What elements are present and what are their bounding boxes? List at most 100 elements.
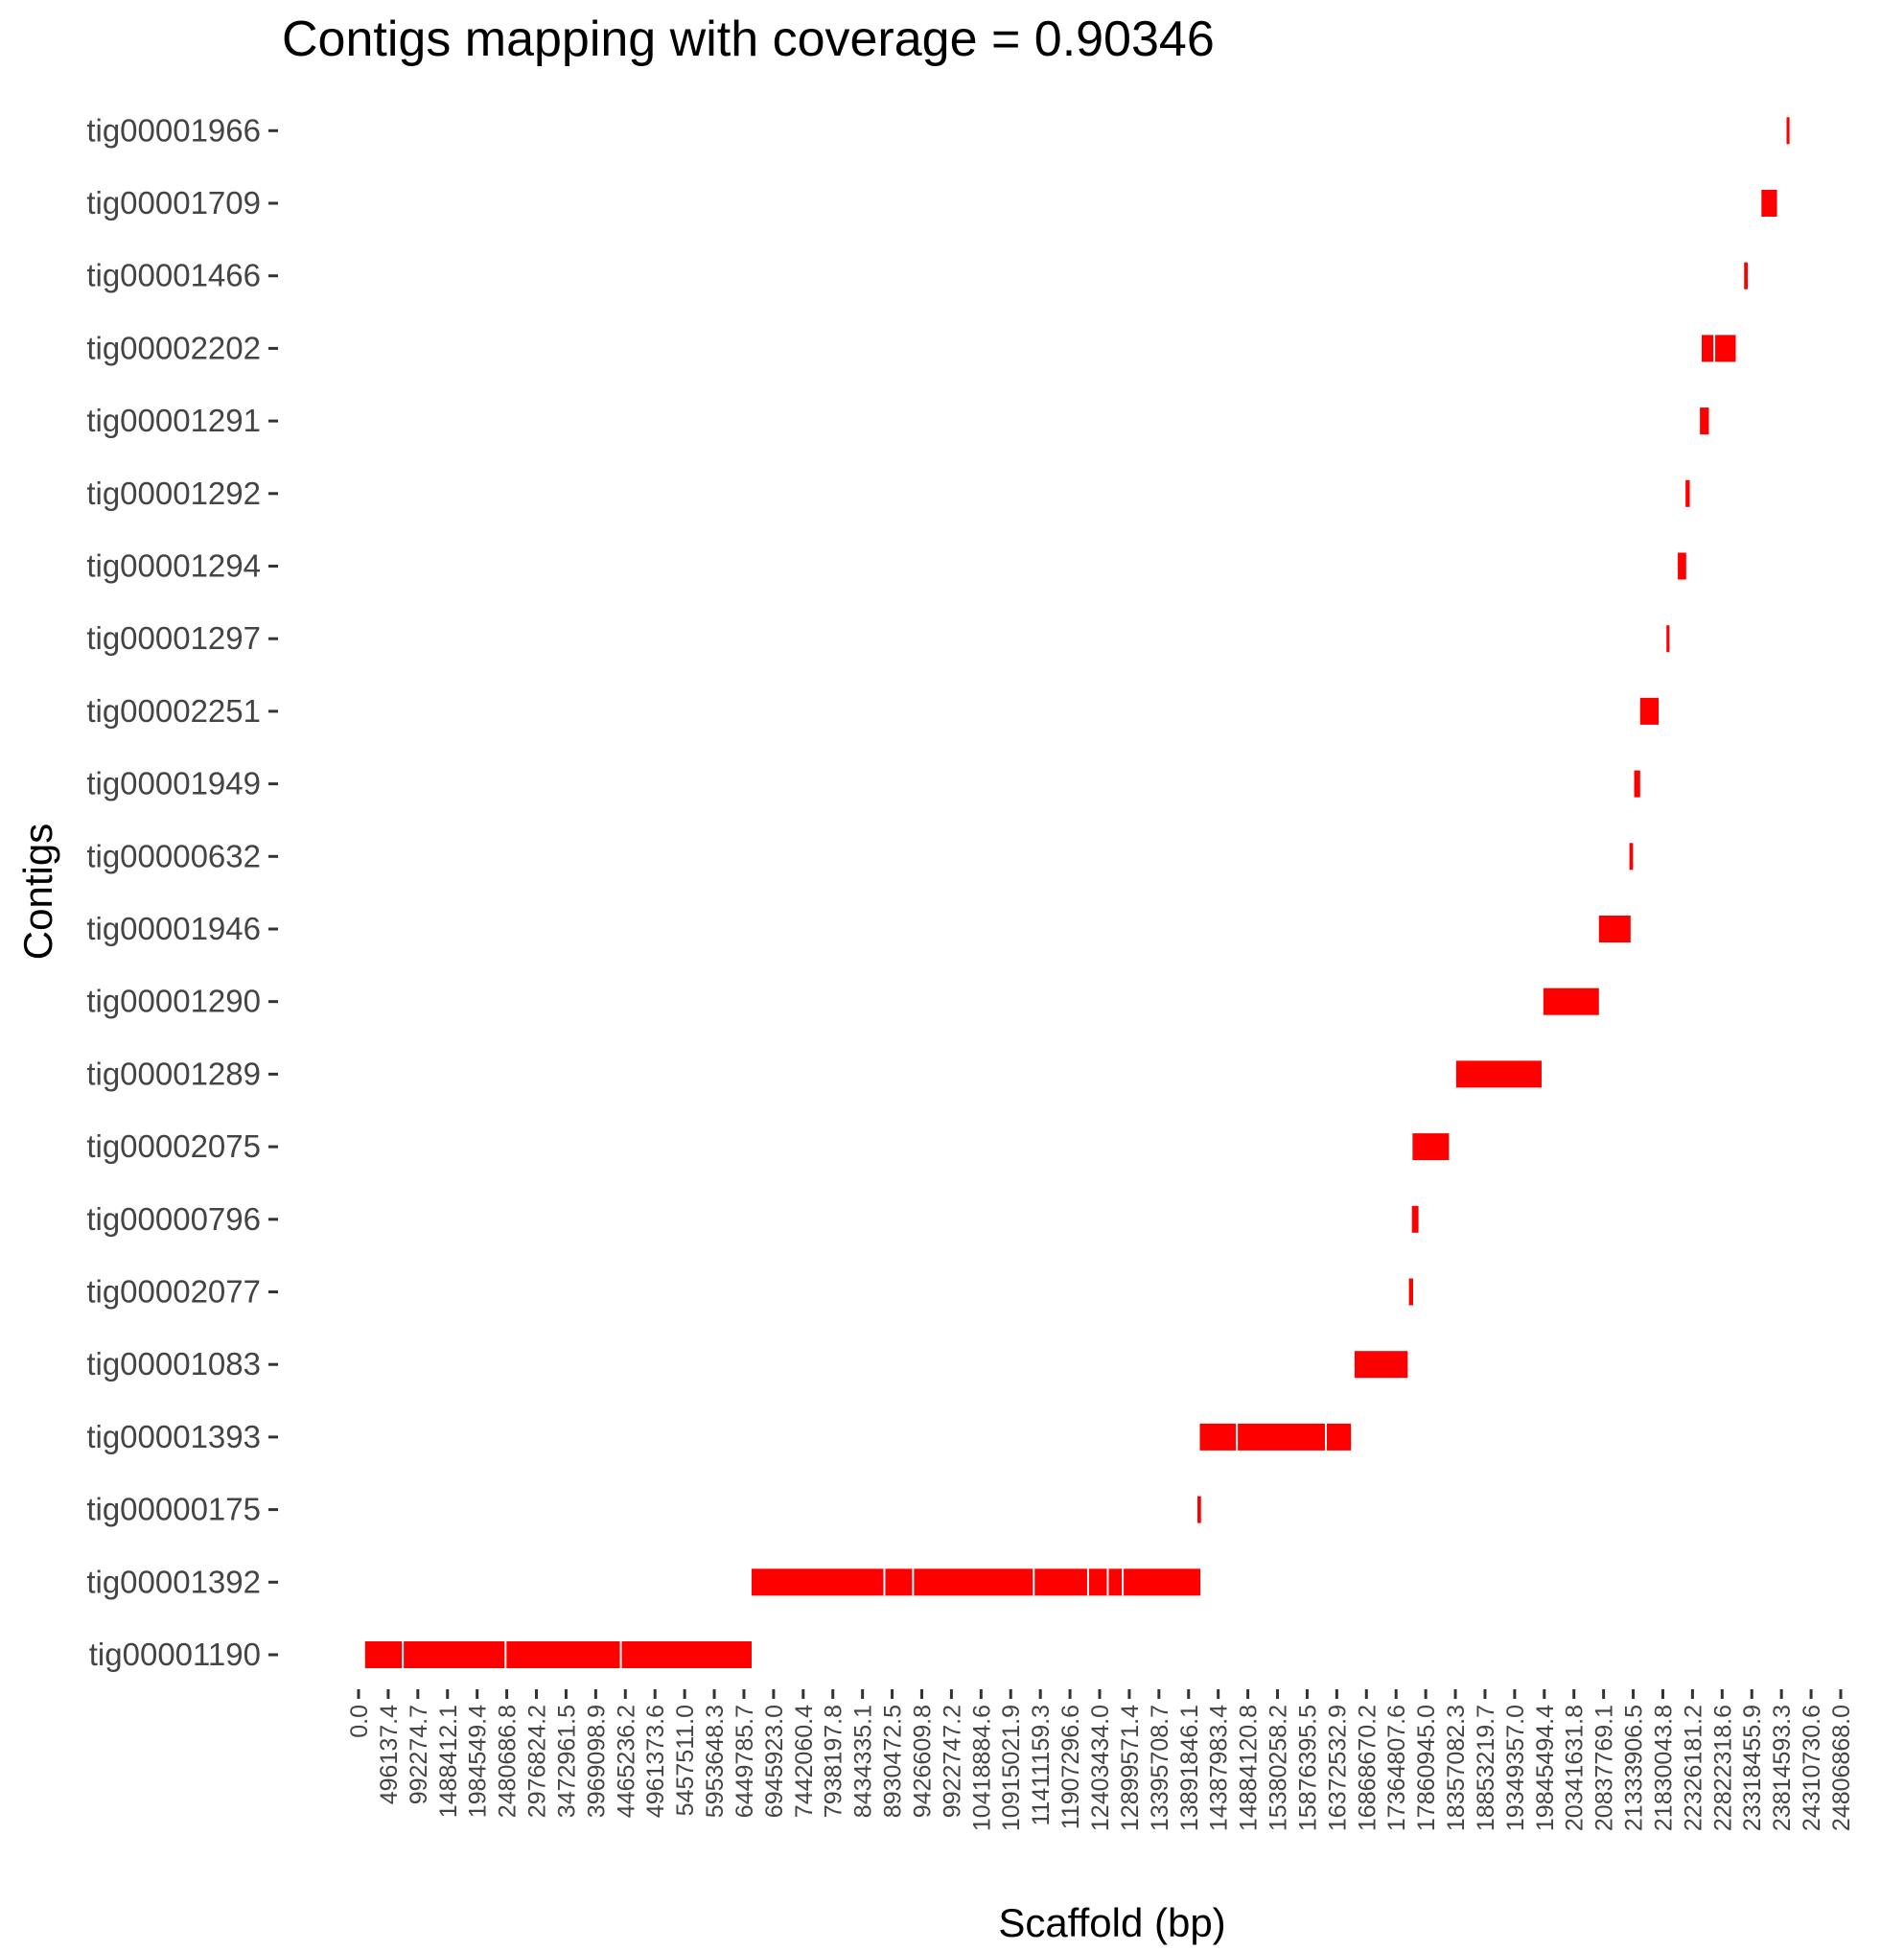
contig-bar: [1700, 407, 1709, 435]
x-tick-label: 15876395.5: [1294, 1705, 1321, 1831]
y-tick-label: tig00001292: [86, 476, 261, 511]
x-tick-label: 13395708.7: [1147, 1705, 1173, 1831]
contig-bar: [1408, 1278, 1413, 1306]
contig-bar: [1411, 1205, 1419, 1233]
y-axis-ticks: tig00001190 tig00001392 tig00000175 tig0000…: [86, 112, 278, 1672]
bars-layer: [364, 117, 1790, 1668]
y-tick-label: tig00001966: [86, 112, 261, 148]
x-tick-label: 9426609.8: [909, 1705, 936, 1818]
y-tick-label: tig00001291: [86, 403, 261, 438]
x-tick-label: 5953648.3: [702, 1705, 729, 1818]
contig-bar: [1634, 770, 1640, 798]
x-tick-label: 23318455.9: [1739, 1705, 1766, 1831]
x-tick-label: 17860945.0: [1413, 1705, 1440, 1831]
x-tick-label: 15380258.2: [1265, 1705, 1292, 1831]
y-tick-label: tig00000796: [86, 1201, 261, 1237]
x-tick-label: 2976824.2: [524, 1705, 551, 1818]
y-tick-label: tig00000175: [86, 1492, 261, 1527]
y-tick-label: tig00002202: [86, 330, 261, 365]
contig-bar: [1455, 1060, 1542, 1088]
y-tick-label: tig00001709: [86, 185, 261, 221]
y-tick-label: tig00002075: [86, 1128, 261, 1164]
x-tick-label: 17364807.6: [1383, 1705, 1410, 1831]
y-tick-label: tig00001290: [86, 984, 261, 1019]
contig-bar: [752, 1568, 1201, 1596]
x-tick-label: 8434335.1: [850, 1705, 877, 1818]
y-tick-label: tig00001946: [86, 911, 261, 946]
x-tick-label: 16372532.9: [1324, 1705, 1351, 1831]
x-tick-label: 11907296.6: [1057, 1705, 1084, 1829]
x-axis-title: Scaffold (bp): [998, 1900, 1225, 1945]
x-tick-label: 1984549.4: [465, 1705, 492, 1818]
x-tick-label: 18357082.3: [1443, 1705, 1470, 1831]
x-tick-label: 7938197.8: [821, 1705, 848, 1818]
x-tick-label: 6945923.0: [761, 1705, 788, 1818]
y-tick-label: tig00001289: [86, 1056, 261, 1091]
contig-bar: [1354, 1351, 1408, 1379]
contig-bar: [1786, 117, 1790, 145]
y-tick-label: tig00001083: [86, 1346, 261, 1382]
x-tick-label: 8930472.5: [880, 1705, 907, 1818]
chart-title: Contigs mapping with coverage = 0.90346: [282, 12, 1215, 67]
contig-bar: [1196, 1496, 1201, 1523]
contig-bar: [1629, 843, 1634, 871]
x-tick-label: 5457511.0: [672, 1705, 699, 1816]
x-tick-label: 14884120.8: [1236, 1705, 1263, 1831]
contig-bar: [1639, 697, 1660, 725]
y-tick-label: tig00001294: [86, 548, 261, 584]
x-tick-label: 12899571.4: [1117, 1705, 1144, 1831]
x-tick-label: 11411159.3: [1028, 1705, 1055, 1826]
x-tick-label: 23814593.3: [1769, 1705, 1796, 1831]
x-tick-label: 9922747.2: [939, 1705, 965, 1818]
contig-bar: [1761, 190, 1777, 217]
y-tick-label: tig00001190: [89, 1637, 261, 1672]
x-tick-label: 6449785.7: [731, 1705, 758, 1818]
x-tick-label: 14387983.4: [1206, 1705, 1233, 1831]
x-tick-label: 10915021.9: [998, 1705, 1025, 1831]
x-tick-label: 2480686.8: [495, 1705, 522, 1818]
y-tick-label: tig00001393: [86, 1419, 261, 1454]
y-tick-label: tig00001466: [86, 258, 261, 293]
contig-bar: [1678, 552, 1686, 580]
y-tick-label: tig00002077: [86, 1274, 261, 1310]
y-tick-label: tig00000632: [86, 838, 261, 873]
x-tick-label: 16868670.2: [1354, 1705, 1381, 1831]
x-tick-label: 3969098.9: [583, 1705, 610, 1818]
x-tick-label: 24310730.6: [1799, 1705, 1825, 1831]
x-tick-label: 19349357.0: [1502, 1705, 1529, 1831]
x-tick-label: 3472961.5: [553, 1705, 580, 1818]
contig-bar: [1666, 625, 1670, 653]
x-tick-label: 18853219.7: [1473, 1705, 1499, 1831]
contig-bar: [1744, 262, 1748, 290]
contig-bar: [1543, 987, 1599, 1015]
contig-bar: [1701, 335, 1736, 362]
x-tick-label: 4465236.2: [613, 1705, 639, 1818]
y-tick-label: tig00002251: [86, 693, 261, 729]
x-tick-label: 7442060.4: [791, 1705, 818, 1818]
x-tick-label: 21333906.5: [1621, 1705, 1648, 1831]
y-tick-label: tig00001392: [86, 1564, 261, 1599]
x-tick-label: 19845494.4: [1532, 1705, 1559, 1831]
contig-bar: [1685, 479, 1690, 507]
contig-bar: [1199, 1423, 1352, 1451]
x-tick-label: 992274.7: [406, 1705, 432, 1804]
y-axis-title: Contigs: [15, 824, 60, 960]
contig-bar: [364, 1641, 753, 1668]
x-tick-label: 12403434.0: [1087, 1705, 1114, 1831]
x-tick-label: 13891846.1: [1176, 1705, 1203, 1831]
contig-bar: [1598, 916, 1631, 942]
x-axis-ticks: 0.0 496137.4 992274.7 1488412.1 1984549.4 248…: [346, 1689, 1855, 1831]
y-tick-label: tig00001297: [86, 620, 261, 656]
x-tick-label: 20837769.1: [1591, 1705, 1618, 1831]
x-tick-label: 496137.4: [376, 1705, 403, 1804]
x-tick-label: 24806868.0: [1828, 1705, 1855, 1831]
x-tick-label: 4961373.6: [642, 1705, 669, 1818]
x-tick-label: 1488412.1: [435, 1705, 462, 1818]
x-tick-label: 10418884.6: [968, 1705, 995, 1831]
x-tick-label: 21830043.8: [1650, 1705, 1677, 1831]
x-tick-label: 22822318.6: [1709, 1705, 1736, 1831]
contig-bar: [1412, 1133, 1450, 1161]
x-tick-label: 0.0: [346, 1705, 373, 1738]
x-tick-label: 22326181.2: [1680, 1705, 1707, 1831]
